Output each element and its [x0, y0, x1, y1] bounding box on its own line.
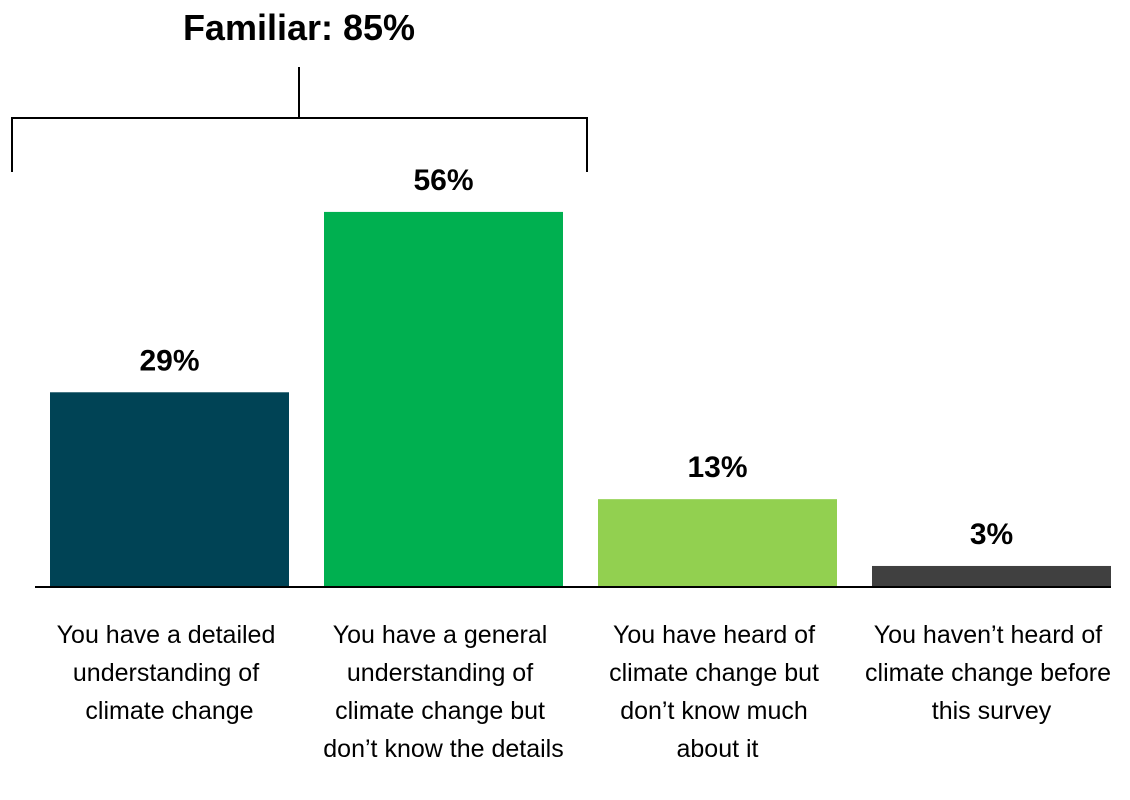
- category-line: You have a detailed: [57, 621, 283, 649]
- category-line: climate change but: [609, 659, 826, 687]
- bar: [598, 499, 837, 586]
- category-line: climate change before: [865, 659, 1118, 687]
- category-line: climate change but: [335, 697, 552, 725]
- category-line: understanding of: [347, 659, 540, 687]
- value-label: 13%: [687, 451, 747, 484]
- value-label: 56%: [413, 164, 473, 197]
- value-label: 29%: [139, 344, 199, 377]
- category-line: climate change: [85, 697, 253, 725]
- value-label: 3%: [970, 518, 1013, 551]
- category-line: You have heard of: [613, 621, 822, 649]
- bar: [872, 565, 1111, 586]
- category-line: You haven’t heard of: [874, 621, 1109, 649]
- category-line: understanding of: [73, 659, 266, 687]
- category-label: You have heard of climate change but don…: [609, 621, 826, 763]
- category-line: about it: [676, 735, 758, 763]
- category-line: don’t know much: [620, 697, 815, 725]
- bar: [324, 211, 563, 587]
- category-line: don’t know the details: [323, 735, 563, 763]
- category-line: You have a general: [333, 621, 554, 649]
- bracket: [11, 67, 588, 172]
- bar: [50, 392, 289, 586]
- category-label: You haven’t heard of climate change befo…: [865, 621, 1118, 725]
- category-line: this survey: [932, 697, 1052, 725]
- category-label: You have a detailed understanding of cli…: [57, 621, 283, 725]
- annotation: Familiar: 85%: [183, 7, 415, 48]
- category-label: You have a general understanding of clim…: [323, 621, 563, 763]
